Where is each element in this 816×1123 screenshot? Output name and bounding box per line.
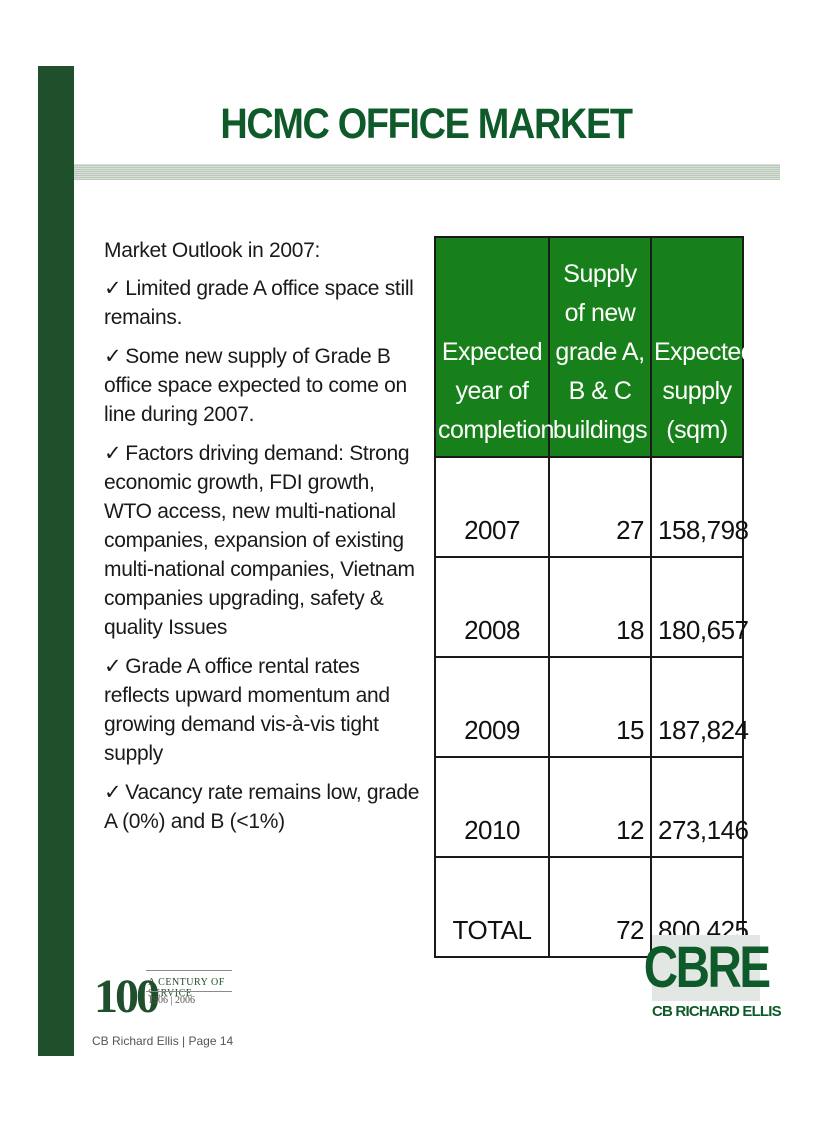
outlook-bullet: ✓ Limited grade A office space still rema… — [104, 274, 422, 332]
cell-year: TOTAL — [434, 856, 550, 958]
outlook-bullet: ✓ Vacancy rate remains low, grade A (0%) … — [104, 778, 422, 836]
cbre-wordmark: CBRE — [643, 935, 771, 1000]
century-number: 100 — [94, 970, 160, 1023]
century-years: 1906 | 2006 — [148, 995, 196, 1006]
supply-table: Expected year of completion Supply of ne… — [434, 236, 755, 958]
outlook-bullet: ✓ Some new supply of Grade B office space… — [104, 342, 422, 429]
table-row: 2008 18 180,657 — [434, 556, 749, 658]
table-row: 2010 12 273,146 — [434, 756, 749, 858]
header-year: Expected year of completion — [434, 236, 554, 458]
cell-supply: 158,798 — [650, 456, 749, 558]
bullet-text: Factors driving demand: Strong economic … — [104, 442, 415, 639]
table-header-row: Expected year of completion Supply of ne… — [434, 236, 755, 458]
cell-year: 2008 — [434, 556, 550, 658]
logo-rule — [146, 991, 232, 992]
bullet-text: Vacancy rate remains low, grade A (0%) a… — [104, 781, 420, 833]
cell-supply: 180,657 — [650, 556, 749, 658]
century-of-service-logo: 100 A CENTURY OF SERVICE 1906 | 2006 — [92, 967, 232, 1023]
cbre-subtitle: CB RICHARD ELLIS — [652, 1003, 782, 1020]
bullet-text: Grade A office rental rates reflects upw… — [104, 655, 390, 765]
bullet-text: Some new supply of Grade B office space … — [104, 345, 407, 426]
cell-supply: 187,824 — [650, 656, 749, 758]
cell-buildings: 12 — [548, 756, 652, 858]
table-row: 2007 27 158,798 — [434, 456, 749, 558]
side-accent-bar — [38, 66, 74, 1056]
table-row: 2009 15 187,824 — [434, 656, 749, 758]
header-supply: Expected supply (sqm) — [650, 236, 755, 458]
outlook-bullet: ✓ Factors driving demand: Strong economic… — [104, 439, 422, 642]
cell-year: 2009 — [434, 656, 550, 758]
century-tagline: A CENTURY OF SERVICE — [148, 977, 225, 999]
header-buildings: Supply of new grade A, B & C buildings — [548, 236, 652, 458]
header-divider — [74, 164, 780, 180]
cell-buildings: 18 — [548, 556, 652, 658]
bullet-text: Limited grade A office space still remai… — [104, 277, 414, 329]
cell-year: 2010 — [434, 756, 550, 858]
market-outlook: Market Outlook in 2007: ✓ Limited grade A… — [104, 236, 422, 846]
page-title: HCMC OFFICE MARKET — [220, 100, 633, 148]
check-icon: ✓ — [104, 655, 122, 678]
outlook-bullet: ✓ Grade A office rental rates reflects up… — [104, 652, 422, 768]
cell-buildings: 27 — [548, 456, 652, 558]
check-icon: ✓ — [104, 442, 122, 465]
cell-supply: 273,146 — [650, 756, 749, 858]
outlook-heading: Market Outlook in 2007: — [104, 239, 321, 262]
cbre-logo-box: CBRE — [644, 935, 771, 1001]
check-icon: ✓ — [104, 345, 122, 368]
cbre-logo: CBRE CB RICHARD ELLIS — [644, 935, 782, 1027]
cell-buildings: 15 — [548, 656, 652, 758]
logo-rule — [146, 970, 232, 971]
page-footer: CB Richard Ellis | Page 14 — [92, 1034, 234, 1048]
check-icon: ✓ — [104, 781, 122, 804]
cell-buildings: 72 — [548, 856, 652, 958]
check-icon: ✓ — [104, 277, 122, 300]
cell-year: 2007 — [434, 456, 550, 558]
